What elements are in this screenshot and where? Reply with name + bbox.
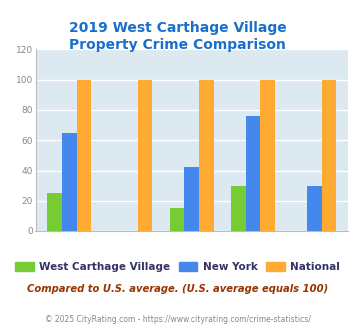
Text: Compared to U.S. average. (U.S. average equals 100): Compared to U.S. average. (U.S. average … [27, 284, 328, 294]
Text: © 2025 CityRating.com - https://www.cityrating.com/crime-statistics/: © 2025 CityRating.com - https://www.city… [45, 315, 310, 324]
Bar [246, 116, 260, 231]
Bar [199, 80, 214, 231]
Bar [184, 167, 199, 231]
Bar [231, 185, 246, 231]
Bar [138, 80, 153, 231]
Bar [170, 208, 184, 231]
Bar [62, 133, 77, 231]
Bar [77, 80, 91, 231]
Text: 2019 West Carthage Village
Property Crime Comparison: 2019 West Carthage Village Property Crim… [69, 21, 286, 52]
Bar [47, 193, 62, 231]
Legend: West Carthage Village, New York, National: West Carthage Village, New York, Nationa… [11, 258, 344, 276]
Bar [322, 80, 336, 231]
Bar [260, 80, 275, 231]
Bar [307, 185, 322, 231]
